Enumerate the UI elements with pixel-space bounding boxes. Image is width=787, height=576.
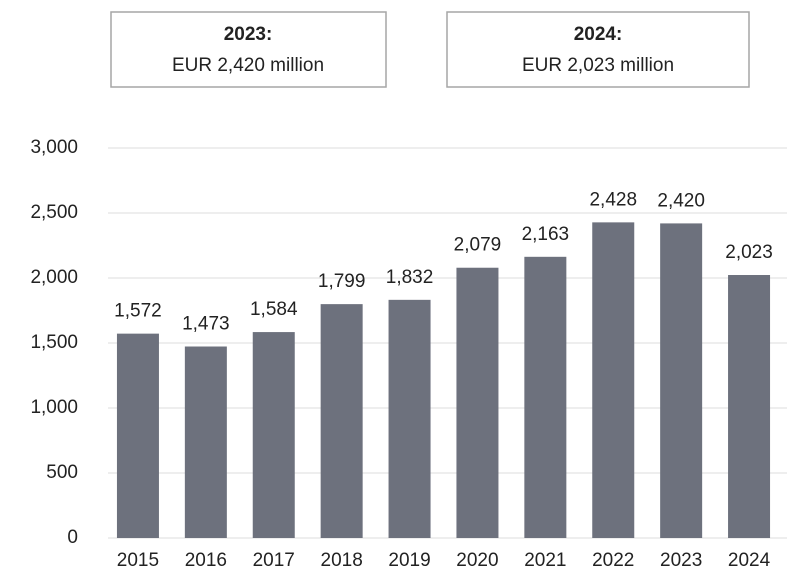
data-label: 1,473 xyxy=(182,314,230,335)
data-label: 2,420 xyxy=(657,190,705,211)
x-tick-label: 2015 xyxy=(117,550,159,571)
y-tick-label: 500 xyxy=(46,462,78,483)
x-tick-label: 2018 xyxy=(321,550,363,571)
data-label: 2,163 xyxy=(522,224,570,245)
annotation-box xyxy=(110,11,387,88)
x-tick-label: 2022 xyxy=(592,550,634,571)
annotation-text: EUR 2,420 million xyxy=(172,55,324,76)
annotation-title: 2023: xyxy=(224,24,273,45)
bar xyxy=(320,304,363,538)
bar xyxy=(524,256,567,538)
bar xyxy=(728,275,771,538)
annotation-title: 2024: xyxy=(574,24,623,45)
data-label: 1,799 xyxy=(318,271,366,292)
bar xyxy=(388,299,431,538)
bar xyxy=(592,222,635,539)
x-tick-label: 2021 xyxy=(524,550,566,571)
x-tick-label: 2019 xyxy=(388,550,430,571)
data-label: 2,428 xyxy=(589,189,637,210)
y-tick-label: 3,000 xyxy=(30,137,78,158)
data-label: 2,023 xyxy=(725,242,773,263)
annotation-box xyxy=(446,11,750,88)
data-label: 1,572 xyxy=(114,301,162,322)
data-label: 1,584 xyxy=(250,299,298,320)
y-tick-label: 1,000 xyxy=(30,397,78,418)
y-tick-label: 2,500 xyxy=(30,202,78,223)
bar xyxy=(456,267,499,538)
bar xyxy=(184,346,227,538)
x-tick-label: 2017 xyxy=(253,550,295,571)
bar xyxy=(252,332,295,538)
data-label: 1,832 xyxy=(386,267,434,288)
bar xyxy=(116,333,159,538)
bar xyxy=(660,223,703,538)
data-label: 2,079 xyxy=(454,235,502,256)
x-tick-label: 2023 xyxy=(660,550,702,571)
y-tick-label: 1,500 xyxy=(30,332,78,353)
x-tick-label: 2024 xyxy=(728,550,771,571)
annotation-text: EUR 2,023 million xyxy=(522,55,674,76)
x-tick-label: 2020 xyxy=(456,550,498,571)
x-tick-label: 2016 xyxy=(185,550,227,571)
y-tick-label: 0 xyxy=(67,527,78,548)
y-tick-label: 2,000 xyxy=(30,267,78,288)
